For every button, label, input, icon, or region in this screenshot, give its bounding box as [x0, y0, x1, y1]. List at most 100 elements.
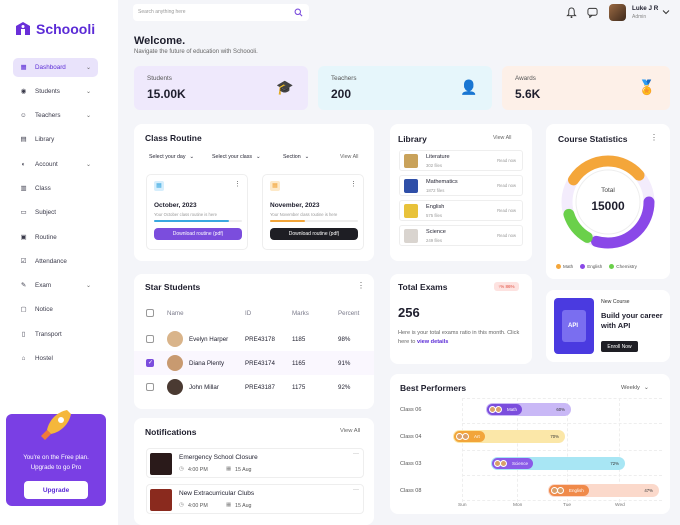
sidebar-item-notice[interactable]: ▢ Notice — [13, 300, 98, 319]
routine-icon: ▣ — [20, 234, 27, 241]
chevron-down-icon[interactable] — [662, 9, 670, 15]
table-row[interactable]: Evelyn Harper PRE43178 1185 98% — [134, 327, 374, 351]
new-course-tag: New Course — [601, 299, 630, 305]
view-details-link[interactable]: view details — [416, 338, 449, 345]
performer-subject-pill: Art — [454, 431, 485, 442]
search-icon[interactable] — [294, 8, 303, 17]
search-input[interactable]: Search anything here — [138, 9, 186, 15]
search-bar[interactable]: Search anything here — [133, 4, 309, 21]
performer-subject: Art — [474, 434, 480, 439]
library-view-all-link[interactable]: View All — [493, 135, 512, 141]
row-checkbox[interactable] — [146, 383, 154, 391]
notifications-view-all-link[interactable]: View All — [340, 428, 361, 434]
legend-dot — [556, 264, 561, 269]
page-subtitle: Navigate the future of education with Sc… — [134, 49, 258, 55]
performer-subject-pill: Science — [492, 458, 534, 469]
day-filter[interactable]: Select your day ⌄ — [149, 154, 194, 160]
total-exams-value: 256 — [398, 305, 420, 320]
read-now-link[interactable]: Read now — [497, 233, 516, 238]
legend-label: English — [587, 264, 603, 269]
sidebar-item-subject[interactable]: ▭ Subject — [13, 203, 98, 222]
class-filter[interactable]: Select your class ⌄ — [212, 154, 261, 160]
course-donut-chart — [561, 155, 655, 249]
brand-logo[interactable]: Schoooli — [14, 20, 95, 38]
more-options-icon[interactable]: ⋮ — [650, 133, 658, 142]
notification-date: 15 Aug — [235, 503, 252, 509]
sidebar-item-library[interactable]: ▤ Library — [13, 130, 98, 149]
more-options-icon[interactable]: ⋮ — [350, 181, 357, 188]
download-routine-button[interactable]: Download routine (pdf) — [154, 228, 242, 240]
weekly-filter[interactable]: Weekly ⌄ — [621, 385, 649, 391]
sidebar-item-label: Routine — [35, 234, 57, 241]
class-routine-title: Class Routine — [145, 133, 202, 143]
read-now-link[interactable]: Read now — [497, 208, 516, 213]
sidebar-item-class[interactable]: ▥ Class — [13, 179, 98, 198]
library-item[interactable]: English 575 files Read now — [399, 200, 523, 221]
upgrade-button[interactable]: Upgrade — [24, 481, 88, 499]
more-options-icon[interactable]: ⋮ — [234, 181, 241, 188]
star-students-title: Star Students — [145, 282, 201, 292]
read-now-link[interactable]: Read now — [497, 183, 516, 188]
sidebar-item-routine[interactable]: ▣ Routine — [13, 228, 98, 247]
notification-item[interactable]: New Extracurricular Clubs ◷ 4:00 PM ▦ 15 Aug… — [146, 484, 364, 514]
student-percent: 91% — [338, 360, 351, 367]
stat-value: 15.00K — [147, 87, 186, 101]
chart-gridline — [462, 398, 463, 502]
performer-subject: Math — [507, 407, 518, 412]
sidebar-item-dashboard[interactable]: ▦ Dashboard ⌄ — [13, 58, 98, 77]
library-item[interactable]: Literature 302 files Read now — [399, 150, 523, 171]
library-item[interactable]: Science 249 files Read now — [399, 225, 523, 246]
routine-month: October, 2023 — [154, 202, 197, 209]
read-now-link[interactable]: Read now — [497, 158, 516, 163]
table-row[interactable]: John Millar PRE43187 1175 92% — [134, 375, 374, 399]
book-cover-icon — [404, 229, 418, 243]
library-item-files: 575 files — [426, 213, 443, 218]
row-checkbox[interactable]: ✓ — [146, 359, 154, 367]
bell-icon[interactable] — [566, 7, 577, 18]
sidebar-item-attendance[interactable]: ☑ Attendance — [13, 252, 98, 271]
legend-label: Chemistry — [616, 264, 637, 269]
performer-bar[interactable]: Math 60% — [486, 403, 571, 416]
sidebar-item-account[interactable]: ◐ Account ⌄ — [13, 155, 98, 174]
class-filter-label: Select your class — [212, 154, 253, 160]
performer-bar[interactable]: English 47% — [548, 484, 659, 497]
stat-value: 5.6K — [515, 87, 541, 101]
section-filter[interactable]: Section ⌄ — [283, 154, 309, 160]
library-item-name: English — [426, 204, 445, 210]
row-checkbox[interactable] — [146, 335, 154, 343]
stat-value: 200 — [331, 87, 352, 101]
chat-icon[interactable] — [587, 7, 598, 18]
chart-gridline — [462, 500, 662, 501]
sidebar-item-students[interactable]: ◉ Students ⌄ — [13, 82, 98, 101]
student-id: PRE43174 — [245, 360, 275, 367]
notifications-card: Notifications View All Emergency School … — [134, 418, 374, 525]
performer-bar[interactable]: Science 72% — [491, 457, 625, 470]
book-cover-icon — [404, 154, 418, 168]
chevron-down-icon: ⌄ — [85, 89, 91, 95]
download-routine-button[interactable]: Download routine (pdf) — [270, 228, 358, 240]
student-name: John Millar — [189, 384, 219, 391]
routine-desc: Your October class routine is here — [154, 212, 217, 217]
more-horizontal-icon[interactable]: ··· — [353, 451, 359, 457]
sidebar-item-exam[interactable]: ✎ Exam ⌄ — [13, 276, 98, 295]
sidebar-item-hostel[interactable]: ⌂ Hostel — [13, 349, 98, 368]
course-art: API — [554, 298, 594, 354]
student-percent: 98% — [338, 336, 351, 343]
notification-item[interactable]: Emergency School Closure ◷ 4:00 PM ▦ 15 Aug ·… — [146, 448, 364, 478]
more-horizontal-icon[interactable]: ··· — [353, 487, 359, 493]
performer-bar[interactable]: Art 70% — [453, 430, 565, 443]
best-performers-card: Best Performers Weekly ⌄ Class 06 Math 60% C… — [390, 374, 670, 514]
select-all-checkbox[interactable] — [146, 309, 154, 317]
avatar[interactable] — [609, 4, 626, 21]
stat-card-teachers: Teachers 200 👤 — [318, 66, 492, 110]
table-row[interactable]: ✓ Diana Plenty PRE43174 1165 91% — [134, 351, 374, 375]
enroll-now-button[interactable]: Enroll Now — [601, 341, 638, 352]
upgrade-promo: You're on the Free plan. Upgrade to go P… — [6, 410, 106, 506]
routine-progress-track — [154, 220, 242, 222]
sidebar-item-transport[interactable]: ▯ Transport — [13, 325, 98, 344]
sidebar-item-teachers[interactable]: ☺ Teachers ⌄ — [13, 106, 98, 125]
routine-view-all-link[interactable]: View All — [340, 154, 359, 160]
sidebar-item-label: Students — [35, 88, 60, 95]
more-options-icon[interactable]: ⋮ — [357, 281, 365, 290]
library-item[interactable]: Mathematics 1872 files Read now — [399, 175, 523, 196]
